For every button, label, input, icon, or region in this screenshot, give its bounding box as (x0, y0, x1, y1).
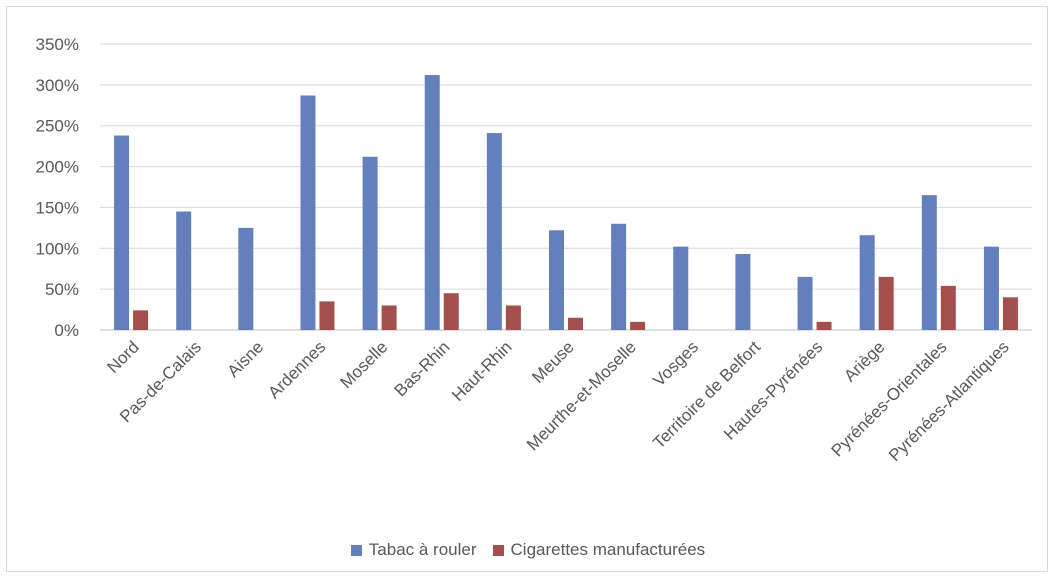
bar-cigarettes-14 (1002, 297, 1018, 330)
x-tick-label: Meurthe-et-Moselle (523, 337, 640, 454)
legend-item-tabac: Tabac à rouler (350, 540, 477, 560)
y-tick-label: 250% (36, 117, 79, 136)
x-tick-label: Moselle (337, 337, 392, 392)
x-tick-label: Aisne (224, 337, 268, 381)
bar-tabac-14 (983, 246, 999, 330)
y-tick-label: 50% (45, 280, 79, 299)
bar-tabac-1 (176, 211, 192, 330)
x-tick-label: Vosges (649, 337, 702, 390)
legend-swatch-cigarettes (492, 544, 504, 556)
bar-tabac-10 (735, 254, 751, 330)
bar-tabac-4 (362, 156, 378, 330)
bar-cigarettes-12 (878, 276, 894, 330)
bar-cigarettes-3 (319, 301, 335, 330)
legend-item-cigarettes: Cigarettes manufacturées (492, 540, 706, 560)
bar-tabac-7 (549, 230, 564, 330)
y-tick-label: 100% (36, 239, 79, 258)
bar-tabac-11 (797, 276, 813, 330)
y-tick-label: 0% (54, 321, 79, 340)
x-tick-label: Meuse (528, 337, 578, 387)
y-tick-label: 200% (36, 158, 79, 177)
x-tick-label: Bas-Rhin (391, 337, 454, 400)
legend-label-cigarettes: Cigarettes manufacturées (510, 540, 706, 559)
y-tick-label: 350% (36, 35, 79, 54)
bar-tabac-5 (424, 75, 440, 331)
bar-cigarettes-11 (816, 321, 832, 330)
bar-tabac-12 (859, 235, 875, 330)
bar-tabac-3 (300, 95, 316, 330)
legend-label-tabac: Tabac à rouler (368, 540, 477, 559)
bar-tabac-0 (114, 135, 130, 330)
bar-cigarettes-0 (133, 310, 149, 330)
bar-tabac-8 (611, 223, 627, 330)
bar-cigarettes-4 (381, 305, 397, 330)
y-tick-label: 150% (36, 198, 79, 217)
legend: Tabac à rouler Cigarettes manufacturées (0, 540, 1056, 560)
y-tick-label: 300% (36, 76, 79, 95)
bar-tabac-9 (673, 246, 689, 330)
x-tick-label: Nord (103, 337, 142, 376)
x-tick-label: Pyrénées-Atlantiques (885, 337, 1013, 465)
x-tick-label: Ardennes (264, 337, 329, 402)
legend-swatch-tabac (350, 544, 362, 556)
bar-tabac-6 (486, 133, 502, 330)
bar-tabac-13 (921, 195, 937, 330)
x-tick-label: Haut-Rhin (448, 337, 516, 405)
bar-cigarettes-7 (568, 317, 583, 330)
bar-cigarettes-8 (630, 321, 646, 330)
bar-cigarettes-5 (443, 293, 459, 330)
bar-cigarettes-6 (505, 305, 521, 330)
bar-tabac-2 (238, 227, 254, 330)
x-tick-label: Territoire de Belfort (649, 337, 764, 452)
bar-cigarettes-13 (940, 285, 956, 330)
x-tick-label: Ariège (840, 337, 888, 385)
x-tick-label: Pyrénées-Orientales (828, 337, 951, 460)
